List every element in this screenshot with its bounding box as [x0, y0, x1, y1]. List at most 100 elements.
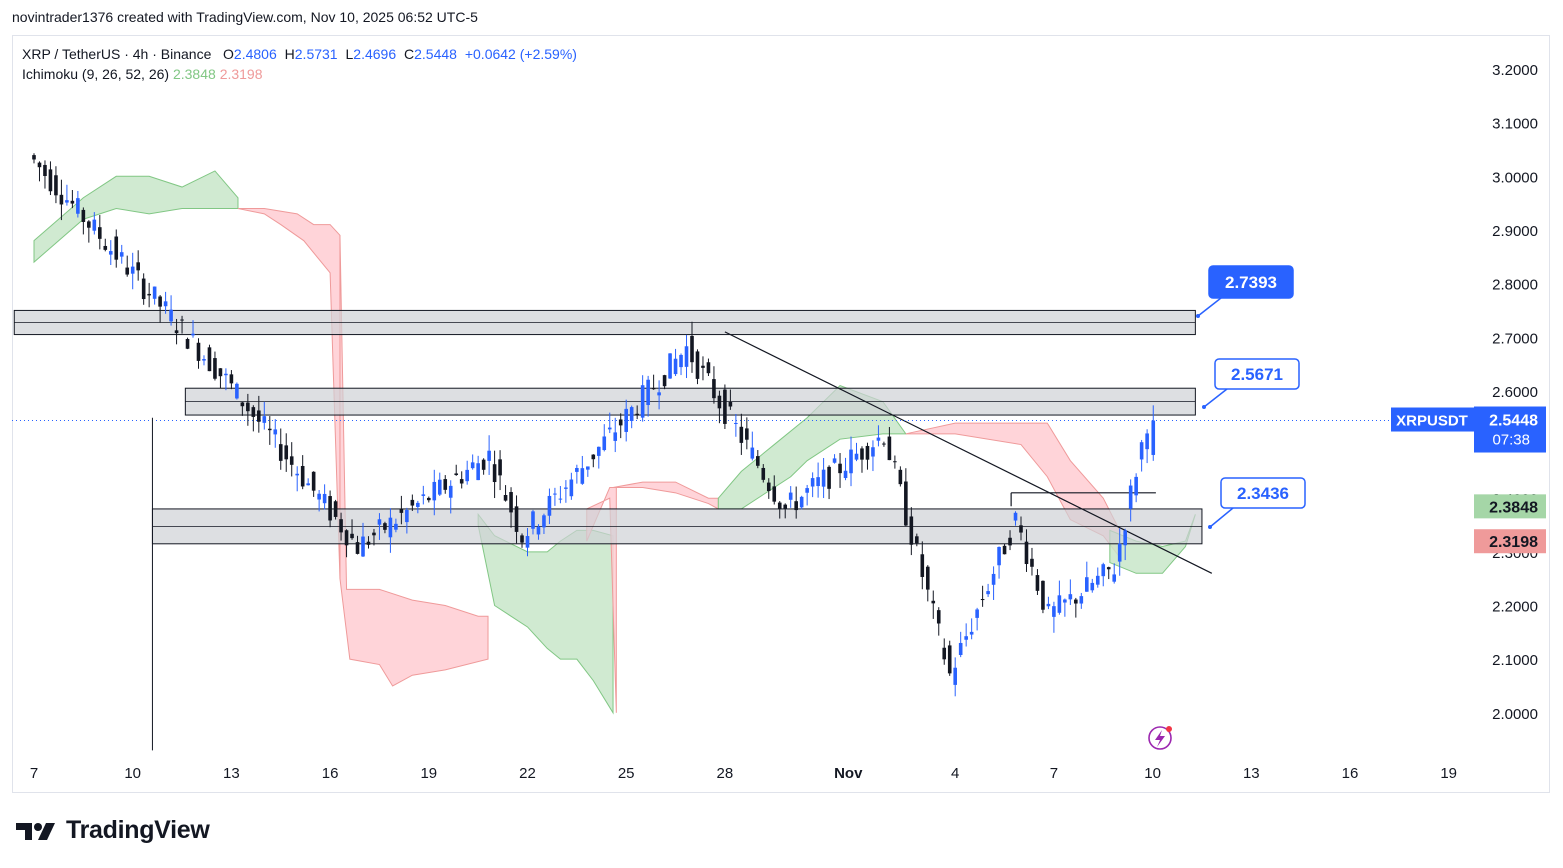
candle-body	[728, 401, 733, 407]
candle	[838, 453, 842, 488]
candle	[750, 431, 755, 461]
trendline	[724, 331, 1213, 574]
candle	[416, 500, 420, 514]
candle-body	[618, 419, 623, 426]
sr-zones	[13, 309, 1203, 545]
candle	[871, 440, 875, 472]
callout-label: 2.5671	[1231, 365, 1283, 384]
candle	[898, 466, 903, 487]
candle	[1041, 580, 1045, 614]
time-axis: 7 10 13 16 19 22 25 28 Nov 4 7 10 13 16 19	[30, 765, 1457, 782]
candle-body	[964, 636, 968, 640]
callout-anchor	[1208, 525, 1212, 529]
callout-pointer	[1209, 507, 1234, 528]
candle	[410, 494, 415, 511]
low-key: L	[345, 46, 354, 62]
candle	[756, 450, 760, 469]
candle-body	[59, 194, 64, 205]
chart-legend: XRP / TetherUS · 4h · Binance O2.4806 H2…	[22, 44, 577, 84]
candle	[1019, 516, 1023, 541]
candle-body	[794, 501, 798, 511]
candle-body	[1008, 537, 1012, 546]
candle-body	[827, 466, 831, 489]
candle	[432, 469, 437, 516]
candle-body	[37, 162, 42, 168]
candle	[180, 315, 184, 334]
price-callout[interactable]: 2.5671	[1202, 358, 1300, 409]
candle	[849, 436, 853, 487]
candle-body	[745, 428, 749, 440]
candle	[185, 337, 190, 350]
price-callout[interactable]: 2.7393	[1196, 265, 1294, 318]
candle-body	[690, 335, 694, 363]
candles	[32, 153, 1156, 751]
candle	[607, 412, 612, 434]
candle	[229, 370, 234, 390]
candle-body	[723, 389, 727, 424]
candle-body	[706, 362, 711, 374]
candle-body	[76, 198, 80, 214]
candle	[728, 389, 733, 410]
candle	[964, 623, 968, 647]
candle-body	[854, 453, 859, 460]
candle	[1095, 567, 1100, 588]
time-tick-label: 16	[1342, 765, 1359, 782]
price-callouts: 2.7393 2.5671 2.3436	[1196, 265, 1306, 529]
candle	[706, 358, 711, 377]
candle-body	[958, 642, 963, 655]
indicator-label[interactable]: Ichimoku (9, 26, 52, 26)	[22, 66, 170, 82]
candle	[311, 471, 316, 497]
candle	[591, 454, 596, 468]
candle	[339, 512, 343, 541]
candle	[240, 401, 245, 416]
candle	[1145, 429, 1149, 464]
candle	[119, 244, 124, 264]
candle	[136, 250, 140, 281]
candle	[909, 507, 914, 556]
candle	[816, 462, 820, 498]
candle-body	[777, 502, 782, 510]
tradingview-logo[interactable]: TradingView	[16, 816, 210, 845]
candle-body	[1052, 606, 1056, 617]
candle	[1035, 569, 1040, 595]
candle	[1074, 597, 1078, 618]
candle	[931, 590, 936, 619]
candle-body	[405, 509, 409, 523]
axis-badges: XRPUSDT 2.5448 07:38 2.3848 2.3198	[1391, 406, 1546, 554]
candle	[54, 166, 58, 204]
symbol-badge-bg	[1391, 407, 1474, 432]
candle	[487, 435, 491, 475]
candle	[147, 282, 151, 308]
span-b-badge: 2.3198	[1474, 529, 1546, 554]
candle-body	[202, 359, 206, 361]
candle	[1008, 530, 1012, 551]
time-tick-label: 16	[322, 765, 339, 782]
candle-body	[838, 463, 842, 474]
candle-body	[487, 450, 491, 461]
candle	[224, 368, 228, 391]
candle-body	[218, 368, 223, 377]
candle	[87, 220, 91, 243]
candle	[739, 413, 744, 455]
candle	[684, 334, 689, 379]
symbol-label[interactable]: XRP / TetherUS · 4h · Binance	[22, 46, 212, 62]
candle-body	[525, 536, 530, 548]
candle-body	[596, 446, 601, 456]
candle	[476, 455, 480, 481]
candle-body	[103, 245, 108, 250]
candle	[580, 455, 585, 485]
candle-body	[377, 519, 382, 525]
candle-body	[1041, 580, 1045, 610]
candle	[262, 401, 267, 430]
candle-body	[657, 392, 661, 396]
price-callout[interactable]: 2.3436	[1208, 477, 1306, 529]
candle	[498, 450, 502, 491]
candle	[465, 460, 469, 485]
lightning-icon[interactable]	[1148, 726, 1172, 750]
cloud-segment	[717, 384, 907, 510]
candle-body	[772, 486, 777, 502]
candle	[734, 413, 738, 437]
candle-body	[394, 523, 398, 530]
candle	[969, 618, 974, 640]
